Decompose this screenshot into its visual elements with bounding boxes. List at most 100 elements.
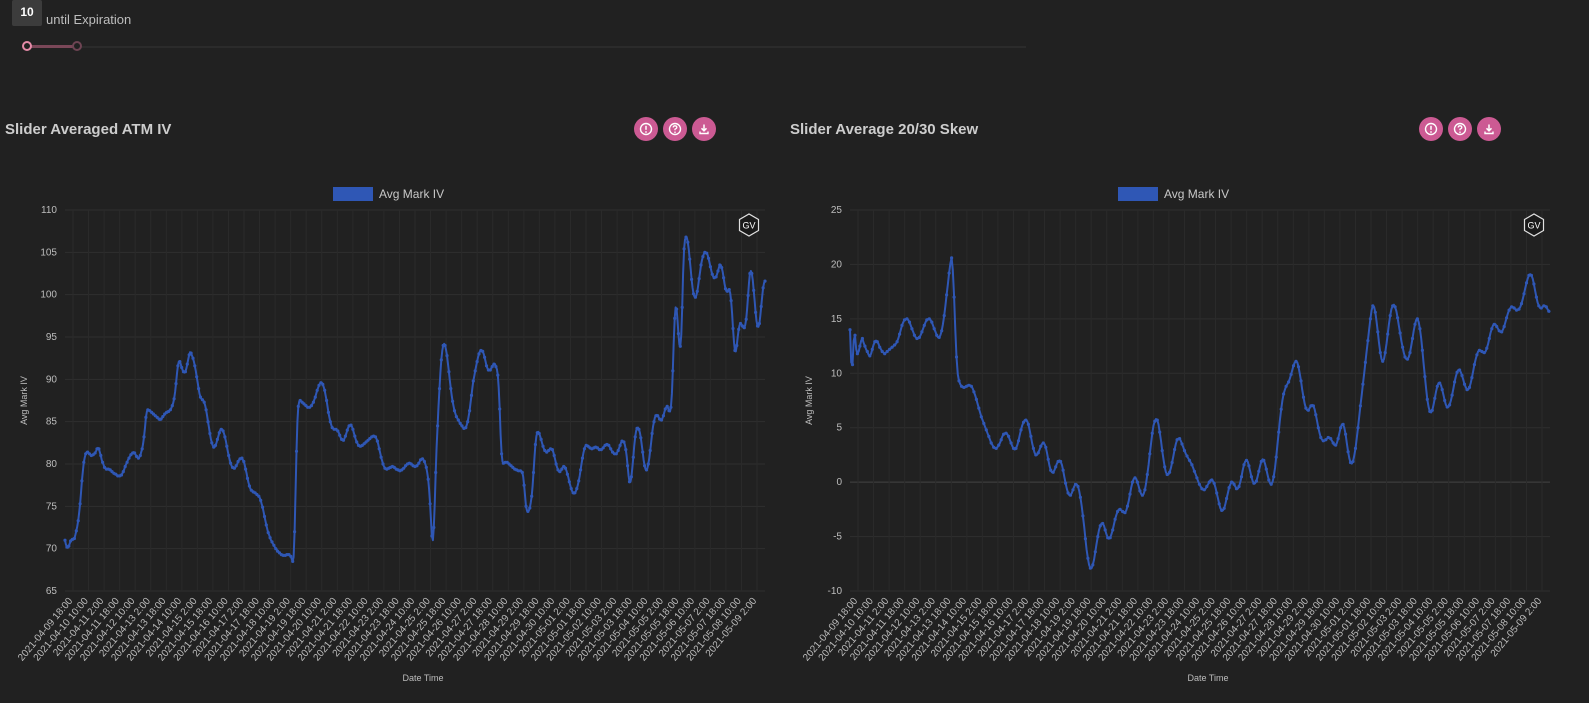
- gv-badge-label: GV: [742, 221, 755, 231]
- data-point: [127, 456, 131, 460]
- data-point: [922, 323, 926, 327]
- data-point: [1202, 488, 1206, 492]
- data-point: [1259, 459, 1263, 464]
- data-point: [643, 464, 647, 468]
- data-point: [1470, 376, 1474, 380]
- y-tick-label: 75: [46, 501, 58, 512]
- data-point: [1502, 324, 1506, 329]
- data-point: [686, 240, 690, 244]
- data-point: [885, 349, 889, 354]
- data-point: [415, 464, 419, 468]
- help-button[interactable]: [1448, 117, 1472, 141]
- data-point: [1291, 364, 1296, 368]
- data-point: [488, 368, 492, 372]
- data-point: [1532, 282, 1536, 286]
- data-point: [1331, 441, 1335, 445]
- data-point: [1135, 480, 1139, 484]
- data-point: [893, 343, 897, 347]
- data-point: [1547, 309, 1551, 313]
- data-point: [1264, 467, 1268, 471]
- download-button[interactable]: [692, 117, 716, 141]
- data-point: [217, 431, 221, 435]
- data-point: [524, 504, 528, 508]
- info-icon: [1424, 122, 1438, 136]
- y-tick-label: 10: [831, 368, 843, 379]
- data-point: [744, 317, 748, 321]
- help-button[interactable]: [663, 117, 687, 141]
- data-point: [656, 414, 660, 418]
- slider-rail[interactable]: [26, 46, 1026, 48]
- data-point: [984, 428, 988, 432]
- data-point: [247, 484, 251, 488]
- data-point: [447, 370, 451, 374]
- data-point: [422, 459, 426, 464]
- data-point: [629, 475, 634, 479]
- data-point: [121, 470, 125, 474]
- data-point: [178, 360, 182, 364]
- data-point: [500, 452, 504, 456]
- data-point: [895, 340, 899, 344]
- data-point: [1086, 556, 1090, 560]
- data-point: [737, 327, 741, 331]
- data-point: [759, 304, 763, 309]
- data-point: [1101, 521, 1105, 526]
- data-point: [221, 429, 225, 433]
- data-point: [957, 379, 961, 383]
- data-point: [714, 275, 718, 279]
- data-point: [563, 466, 568, 470]
- data-point: [202, 400, 206, 404]
- y-tick-label: 70: [46, 544, 58, 555]
- data-point: [1356, 426, 1360, 430]
- data-point: [1054, 465, 1058, 469]
- data-point: [1066, 491, 1070, 495]
- info-button[interactable]: [634, 117, 658, 141]
- data-point: [375, 439, 379, 443]
- data-point: [533, 442, 538, 447]
- data-point: [705, 251, 709, 255]
- data-point: [225, 444, 229, 448]
- y-tick-label: 20: [831, 259, 843, 270]
- data-point: [1160, 449, 1164, 453]
- data-point: [119, 473, 124, 477]
- data-point: [223, 435, 227, 439]
- data-point: [140, 447, 144, 451]
- data-point: [582, 447, 587, 451]
- data-point: [752, 288, 756, 292]
- data-point: [1510, 305, 1514, 309]
- info-button[interactable]: [1419, 117, 1443, 141]
- data-point: [718, 263, 722, 267]
- data-point: [1187, 458, 1192, 462]
- data-point: [437, 387, 442, 391]
- data-point: [1024, 418, 1028, 422]
- data-point: [522, 483, 526, 487]
- download-button[interactable]: [1477, 117, 1501, 141]
- data-point: [1239, 475, 1244, 479]
- data-point: [1371, 304, 1375, 308]
- data-point: [208, 431, 212, 436]
- data-point: [917, 335, 921, 339]
- data-point: [1430, 408, 1434, 412]
- data-point: [161, 415, 165, 419]
- data-point: [945, 293, 949, 297]
- data-point: [1368, 317, 1372, 321]
- data-point: [1234, 487, 1239, 491]
- data-point: [669, 405, 673, 409]
- data-point: [855, 352, 859, 356]
- data-point: [144, 415, 148, 419]
- slider-thumb-low[interactable]: [22, 41, 32, 51]
- data-point: [1410, 336, 1415, 341]
- slider-thumb-high[interactable]: [72, 41, 82, 51]
- data-point: [136, 456, 140, 460]
- data-point: [1507, 308, 1511, 312]
- data-point: [1200, 487, 1204, 491]
- data-point: [1019, 428, 1023, 432]
- data-point: [1376, 330, 1380, 334]
- data-point: [498, 407, 502, 411]
- data-point: [950, 256, 954, 260]
- data-point: [232, 466, 236, 470]
- info-icon: [639, 122, 653, 136]
- data-point: [900, 323, 904, 327]
- data-point: [627, 480, 632, 484]
- data-point: [954, 355, 959, 359]
- data-point: [1182, 449, 1187, 453]
